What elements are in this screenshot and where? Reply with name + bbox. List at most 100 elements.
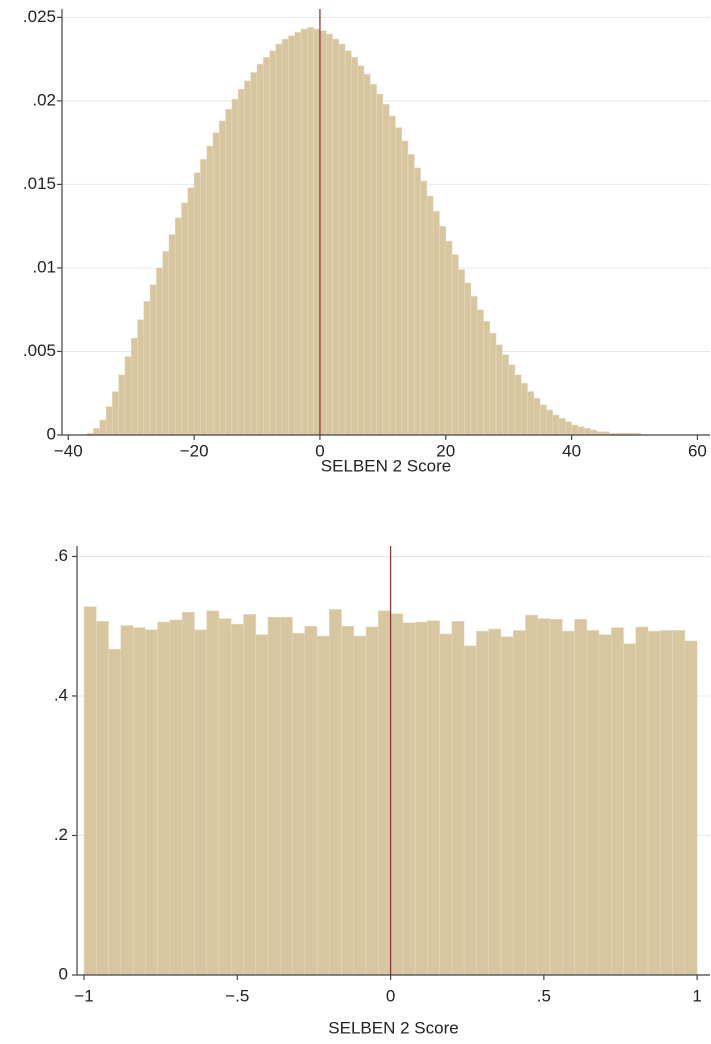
bar: [279, 616, 293, 976]
bar: [325, 33, 333, 436]
bar: [451, 254, 459, 436]
y-tick-label: 0: [59, 964, 68, 983]
bar: [181, 612, 195, 976]
bar: [500, 636, 514, 976]
bar: [488, 628, 502, 976]
bar: [439, 225, 447, 436]
bar: [231, 98, 239, 436]
bar: [502, 354, 509, 436]
bar: [156, 267, 163, 436]
bar: [162, 250, 170, 436]
bar: [250, 72, 258, 436]
y-tick-label: .6: [54, 546, 68, 565]
bar: [565, 421, 572, 436]
x-tick-label: 60: [688, 441, 707, 460]
bar: [558, 418, 566, 436]
bar: [300, 28, 308, 436]
bar: [237, 88, 245, 436]
x-tick-label: 0: [315, 441, 324, 460]
bar: [463, 645, 477, 976]
bar: [181, 202, 189, 436]
bar: [647, 630, 661, 976]
bar: [83, 606, 97, 976]
bar: [395, 127, 402, 436]
bar: [539, 404, 547, 436]
bar: [108, 648, 122, 976]
bar: [432, 210, 440, 436]
bar: [365, 626, 379, 976]
bar: [194, 629, 207, 976]
bar: [319, 30, 327, 436]
bar: [255, 634, 269, 976]
bar: [124, 356, 132, 436]
bar: [363, 73, 371, 436]
x-tick-label: .5: [537, 986, 551, 1005]
y-tick-label: .02: [32, 90, 56, 109]
x-tick-label: 1: [692, 986, 701, 1005]
bar: [401, 140, 409, 436]
bar: [93, 428, 100, 436]
bar: [574, 618, 588, 976]
bar: [212, 132, 220, 436]
bar: [426, 195, 434, 436]
bar: [470, 296, 478, 436]
bar: [464, 282, 472, 436]
bar: [145, 629, 158, 976]
bar: [508, 364, 516, 436]
x-tick-label: −20: [180, 441, 209, 460]
bar: [143, 301, 151, 436]
bar: [684, 640, 698, 976]
bar: [218, 618, 232, 976]
bar: [313, 28, 321, 436]
y-tick-label: .015: [23, 174, 56, 193]
bar: [294, 32, 302, 436]
bar: [225, 108, 233, 436]
bar: [132, 627, 146, 976]
bar: [552, 414, 560, 436]
bar: [353, 635, 367, 976]
bar: [549, 618, 563, 976]
bar: [269, 50, 277, 436]
bar: [476, 630, 489, 976]
x-tick-label: −1: [74, 986, 93, 1005]
bar: [281, 38, 289, 436]
bar: [206, 610, 220, 976]
bar: [527, 391, 535, 436]
x-tick-label: 0: [386, 986, 395, 1005]
bar: [420, 180, 428, 436]
bar: [256, 63, 264, 436]
bar: [583, 428, 591, 436]
x-tick-label: −.5: [225, 986, 249, 1005]
bar: [137, 319, 145, 436]
bar: [660, 630, 673, 976]
y-tick-label: 0: [47, 424, 56, 443]
bar: [586, 630, 600, 976]
bar: [525, 614, 538, 976]
x-tick-label: 20: [436, 441, 455, 460]
bar: [351, 57, 358, 436]
bar: [378, 610, 391, 976]
bar: [193, 172, 201, 436]
bar: [577, 426, 585, 436]
bar: [571, 424, 579, 436]
x-axis-title: SELBEN 2 Score: [328, 1018, 458, 1037]
bar: [376, 93, 384, 436]
bar: [672, 630, 686, 976]
bar: [275, 43, 283, 436]
bar: [561, 630, 575, 976]
bar: [476, 309, 484, 436]
bar: [168, 234, 176, 436]
bar: [267, 616, 281, 976]
bar: [590, 429, 598, 436]
bar: [244, 80, 251, 436]
bar: [112, 391, 119, 436]
bar: [598, 634, 612, 976]
bar: [512, 630, 526, 976]
bar: [99, 419, 107, 436]
bar: [635, 626, 649, 976]
bar: [292, 632, 306, 976]
bar: [200, 159, 207, 436]
bar: [451, 621, 465, 976]
bar: [357, 65, 365, 436]
